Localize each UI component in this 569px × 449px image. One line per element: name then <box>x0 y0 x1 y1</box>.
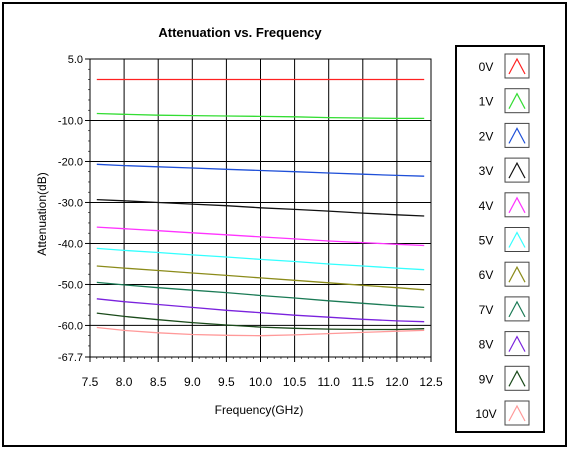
x-tick-label: 8.5 <box>150 375 167 389</box>
x-tick-label: 12.5 <box>419 375 443 389</box>
legend-swatch-box <box>504 192 530 218</box>
chart-title: Attenuation vs. Frequency <box>158 25 322 40</box>
legend-label-7V: 7V <box>479 303 494 317</box>
legend-swatch-line-5V <box>508 231 526 248</box>
legend-swatch-box <box>504 227 530 252</box>
x-tick-label: 7.5 <box>82 375 99 389</box>
legend-swatch-box <box>504 261 530 287</box>
legend-label-9V: 9V <box>479 372 494 386</box>
legend-label-8V: 8V <box>479 338 494 352</box>
legend-swatch-line-2V <box>508 127 526 144</box>
legend-swatch-box <box>504 157 530 183</box>
series-layer <box>96 78 425 337</box>
y-tick-label: 5.0 <box>68 54 83 66</box>
legend-label-2V: 2V <box>479 129 494 143</box>
legend-swatch-box <box>504 365 530 391</box>
legend-box <box>455 45 545 433</box>
series-line-4V <box>96 226 425 247</box>
series-line-1V <box>96 112 425 120</box>
y-tick-label: -67.7 <box>58 352 83 364</box>
legend-label-5V: 5V <box>479 234 494 248</box>
x-tick-label: 12.0 <box>385 375 409 389</box>
series-line-9V <box>96 312 425 331</box>
y-tick-label: -60.0 <box>58 320 83 332</box>
legend-swatch-line-4V <box>508 196 526 214</box>
x-tick-label: 9.5 <box>218 375 235 389</box>
x-axis: 7.5 8.0 8.5 9.0 9.5 10.0 10.5 11.0 11.5 12.0 12.5 <box>82 357 443 389</box>
x-tick-label: 10.0 <box>249 375 273 389</box>
series-line-10V <box>96 326 425 337</box>
x-tick-label: 11.5 <box>352 375 375 389</box>
series-line-3V <box>96 198 425 217</box>
x-tick-label: 11.0 <box>317 375 340 389</box>
y-tick-label: -50.0 <box>58 279 83 291</box>
series-line-7V <box>96 281 425 309</box>
legend-swatch-line-8V <box>508 335 526 352</box>
legend: 0V 1V 2V 3V 4V 5V 6V 7V 8V 9V 10V <box>475 53 530 426</box>
series-line-6V <box>96 265 425 291</box>
series-line-8V <box>96 298 425 323</box>
grid-lines <box>90 59 431 357</box>
series-line-5V <box>96 247 425 271</box>
legend-label-6V: 6V <box>479 268 494 282</box>
x-tick-label: 9.0 <box>184 375 201 389</box>
y-tick-label: -10.0 <box>58 115 83 127</box>
legend-swatch-box <box>504 53 530 79</box>
legend-swatch-box <box>504 400 530 426</box>
x-tick-label: 8.0 <box>116 375 133 389</box>
legend-label-1V: 1V <box>479 95 494 109</box>
legend-swatch-line-6V <box>508 265 526 283</box>
legend-swatch-line-9V <box>508 370 526 387</box>
legend-label-3V: 3V <box>479 164 494 178</box>
y-tick-label: -30.0 <box>58 197 83 209</box>
legend-swatch-box <box>504 296 530 322</box>
legend-label-0V: 0V <box>479 60 494 74</box>
legend-swatch-box <box>504 88 530 114</box>
y-axis-label: Attenuation(dB) <box>35 172 49 255</box>
x-tick-label: 10.5 <box>283 375 307 389</box>
x-axis-label: Frequency(GHz) <box>215 403 304 417</box>
y-tick-label: -20.0 <box>58 156 83 168</box>
legend-swatch-line-0V <box>508 57 526 75</box>
legend-swatch-line-3V <box>508 161 526 179</box>
series-line-2V <box>96 163 425 177</box>
legend-swatch-line-1V <box>508 92 526 109</box>
legend-swatch-line-10V <box>508 404 526 422</box>
legend-label-10V: 10V <box>475 407 496 421</box>
legend-swatch-box <box>504 122 530 148</box>
y-tick-label: -40.0 <box>58 238 83 250</box>
legend-swatch-box <box>504 331 530 357</box>
y-axis: 5.0 -10.0 -20.0 -30.0 -40.0 -50.0 -60.0 -67.7 <box>58 54 90 364</box>
legend-label-4V: 4V <box>479 199 494 213</box>
legend-swatch-line-7V <box>508 300 526 318</box>
